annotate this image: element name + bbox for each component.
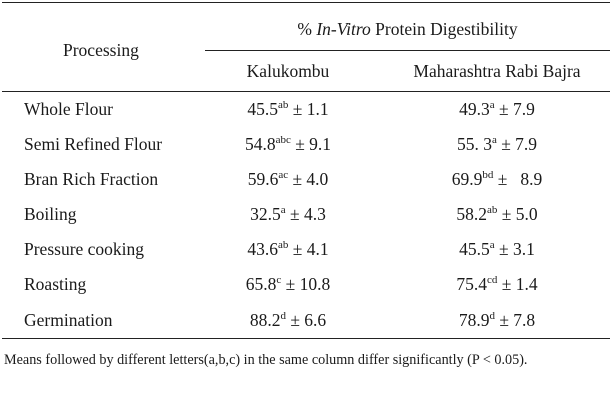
row-label: Roasting [24, 274, 87, 294]
cell-std-dev: ± 5.0 [497, 204, 538, 224]
cell-std-dev: ± 3.1 [494, 239, 535, 259]
row-label: Bran Rich Fraction [24, 169, 159, 189]
cell-mean: 88.2 [249, 310, 281, 330]
cell-maharashtra: 49.3a ± 7.9 [384, 99, 610, 119]
row-label: Germination [24, 310, 113, 330]
cell-maharashtra: 78.9d ± 7.8 [384, 310, 610, 330]
cell-significance-letters: d [280, 310, 286, 322]
table-bottom-rule [2, 338, 610, 339]
cell-kalukombu: 65.8c ± 10.8 [213, 274, 363, 294]
header-group-rule [205, 50, 610, 51]
cell-std-dev: ± 4.1 [288, 239, 329, 259]
cell-significance-letters: ac [278, 169, 289, 181]
cell-std-dev: ± 1.4 [497, 274, 538, 294]
header-group-prefix: % [297, 19, 317, 39]
cell-std-dev: ± 6.6 [285, 310, 327, 330]
cell-kalukombu: 45.5ab ± 1.1 [213, 99, 363, 119]
cell-significance-letters: d [489, 310, 495, 322]
cell-mean: 45.5 [459, 239, 490, 259]
cell-mean: 59.6 [247, 169, 279, 189]
cell-significance-letters: ab [487, 204, 498, 216]
header-group-italic: In-Vitro [316, 19, 371, 39]
cell-mean: 55. 3 [456, 134, 492, 154]
cell-kalukombu: 32.5a ± 4.3 [213, 204, 363, 224]
cell-mean: 45.5 [247, 99, 278, 119]
cell-std-dev: ± 4.3 [285, 204, 326, 224]
row-label: Whole Flour [24, 99, 113, 119]
cell-mean: 54.8 [244, 134, 276, 154]
header-group-suffix: Protein Digestibility [370, 19, 518, 39]
cell-kalukombu: 43.6ab ± 4.1 [213, 239, 363, 259]
header-kalukombu: Kalukombu [246, 61, 330, 81]
cell-significance-letters: c [276, 274, 282, 286]
cell-mean: 75.4 [456, 274, 487, 294]
cell-significance-letters: a [489, 239, 495, 251]
cell-significance-letters: cd [487, 274, 498, 286]
cell-mean: 32.5 [250, 204, 281, 224]
cell-kalukombu: 88.2d ± 6.6 [213, 310, 363, 330]
cell-std-dev: ± 9.1 [290, 134, 332, 154]
cell-mean: 65.8 [245, 274, 277, 294]
cell-std-dev: ± 8.9 [493, 169, 543, 189]
cell-mean: 58.2 [456, 204, 487, 224]
cell-significance-letters: ab [278, 99, 289, 111]
row-label: Semi Refined Flour [24, 134, 163, 154]
cell-maharashtra: 45.5a ± 3.1 [384, 239, 610, 259]
table-footnote: Means followed by different letters(a,b,… [4, 352, 528, 368]
row-label: Pressure cooking [24, 239, 145, 259]
cell-significance-letters: a [280, 204, 286, 216]
cell-mean: 69.9 [451, 169, 483, 189]
cell-kalukombu: 54.8abc ± 9.1 [213, 134, 363, 154]
cell-maharashtra: 55. 3a ± 7.9 [384, 134, 610, 154]
cell-maharashtra: 58.2ab ± 5.0 [384, 204, 610, 224]
cell-std-dev: ± 7.9 [494, 99, 535, 119]
header-group-title: % In-Vitro Protein Digestibility [205, 19, 610, 39]
cell-mean: 49.3 [459, 99, 490, 119]
cell-maharashtra: 75.4cd ± 1.4 [384, 274, 610, 294]
cell-significance-letters: bd [482, 169, 494, 181]
cell-std-dev: ± 7.8 [494, 310, 536, 330]
table-top-rule [2, 2, 610, 3]
cell-kalukombu: 59.6ac ± 4.0 [213, 169, 363, 189]
cell-significance-letters: a [491, 134, 497, 146]
cell-std-dev: ± 10.8 [281, 274, 331, 294]
row-label: Boiling [24, 204, 77, 224]
cell-mean: 78.9 [458, 310, 490, 330]
cell-std-dev: ± 4.0 [288, 169, 329, 189]
header-bottom-rule [2, 91, 610, 92]
header-maharashtra-rabi-bajra: Maharashtra Rabi Bajra [413, 61, 581, 81]
cell-significance-letters: abc [275, 134, 291, 146]
header-processing: Processing [63, 40, 139, 60]
cell-significance-letters: a [489, 99, 495, 111]
cell-maharashtra: 69.9bd ± 8.9 [384, 169, 610, 189]
cell-significance-letters: ab [278, 239, 289, 251]
cell-std-dev: ± 7.9 [496, 134, 538, 154]
cell-mean: 43.6 [247, 239, 278, 259]
cell-std-dev: ± 1.1 [288, 99, 329, 119]
